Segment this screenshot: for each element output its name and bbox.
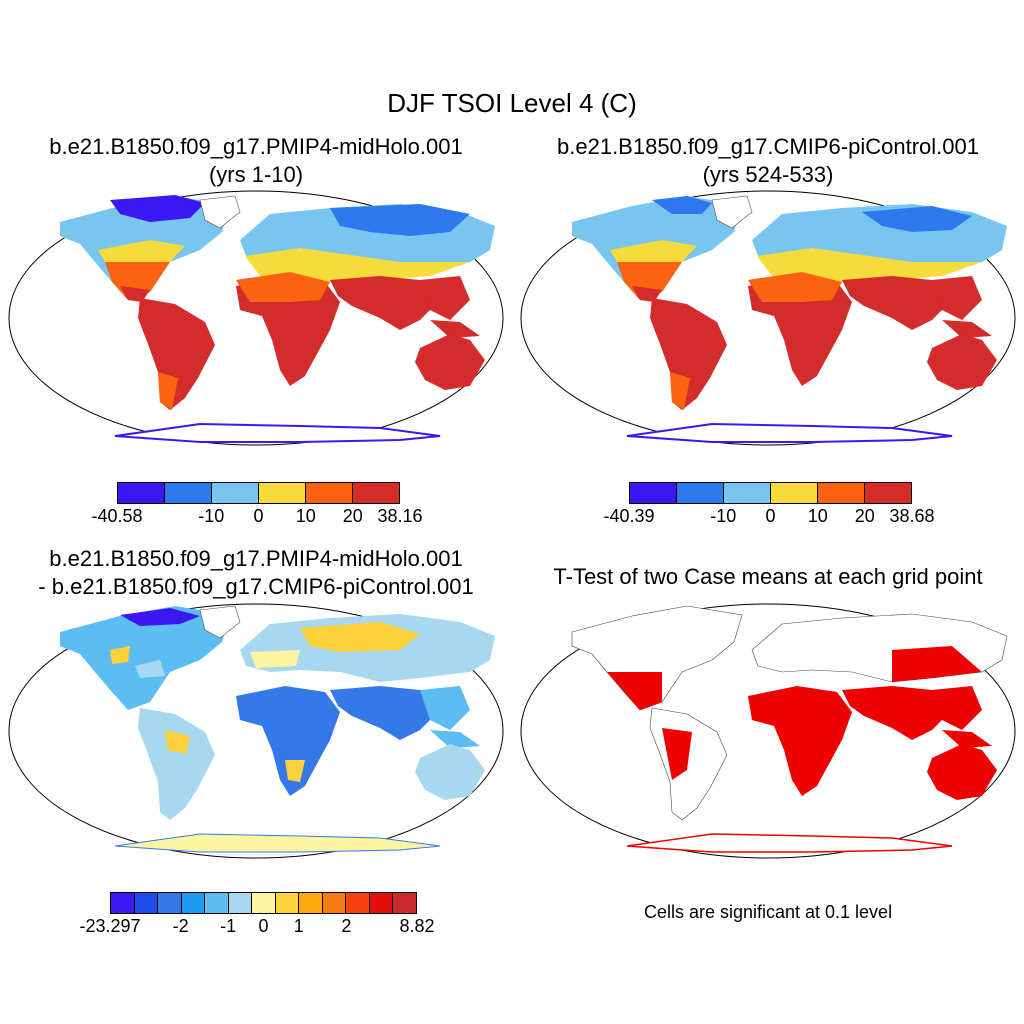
colorbar-tick-label: -40.58	[91, 506, 143, 526]
panel-subtitle-top-left: (yrs 1-10)	[208, 162, 304, 187]
colorbar-tick-label: -40.39	[603, 506, 655, 526]
colorbar-cell	[275, 893, 300, 913]
colorbar-cell	[306, 483, 353, 503]
colorbar-tick-label: 1	[293, 916, 304, 936]
panel-title-bottom-left: b.e21.B1850.f09_g17.PMIP4-midHolo.001	[49, 546, 463, 571]
figure-title: DJF TSOI Level 4 (C)	[387, 88, 637, 118]
significant-cells	[571, 605, 1008, 853]
significant-region	[842, 686, 952, 740]
colorbar-cell	[165, 483, 212, 503]
colorbar-cell	[299, 893, 323, 913]
significant-region	[942, 730, 992, 748]
colorbar-tick-label: 2	[341, 916, 352, 936]
colorbar-tick-label: 10	[807, 506, 828, 526]
panel-title-top-right: b.e21.B1850.f09_g17.CMIP6-piControl.001	[557, 134, 979, 159]
significant-region	[748, 686, 852, 796]
panel-subtitle-top-right: (yrs 524-533)	[702, 162, 834, 187]
land-top-right	[572, 195, 1007, 443]
significant-region	[927, 744, 997, 800]
land-bottom-left	[60, 605, 495, 853]
colorbar-tick-label: 38.16	[377, 506, 423, 526]
colorbar-cell	[393, 893, 416, 913]
significant-region	[662, 728, 692, 780]
colorbar-cell	[677, 483, 724, 503]
colorbar-cell	[158, 893, 182, 913]
colorbar-cell	[205, 893, 229, 913]
significance-caption: Cells are significant at 0.1 level	[643, 902, 893, 922]
significant-region	[932, 686, 982, 730]
colorbar-cell	[630, 483, 677, 503]
map-bottom-left	[8, 603, 504, 859]
colorbar-tick-label: 20	[342, 506, 363, 526]
colorbar-tick-label: -2	[172, 916, 189, 936]
colorbar-tick-label: -23.297	[79, 916, 141, 936]
colorbar-cell	[771, 483, 818, 503]
map-top-right	[520, 190, 1016, 446]
colorbar-tick-label: 10	[295, 506, 316, 526]
colorbar-cell	[322, 893, 347, 913]
significant-region	[607, 672, 662, 710]
map-top-left	[8, 190, 504, 446]
colorbar-tick-label: 38.68	[889, 506, 935, 526]
map-bottom-right	[520, 603, 1016, 859]
panel-title-bottom-right: T-Test of two Case means at each grid po…	[553, 564, 983, 589]
colorbar-tick-label: 0	[253, 506, 264, 526]
colorbar-cell	[181, 893, 206, 913]
colorbar-cell	[212, 483, 259, 503]
colorbar-tick-label: -1	[220, 916, 237, 936]
colorbar-cell	[111, 893, 135, 913]
colorbar-cell	[724, 483, 771, 503]
colorbar-cell	[818, 483, 865, 503]
colorbar-cell	[259, 483, 306, 503]
colorbar-cell	[353, 483, 399, 503]
colorbar-cell	[369, 893, 394, 913]
colorbar-top-right	[629, 482, 912, 504]
colorbar-cell	[346, 893, 370, 913]
colorbar-cell	[252, 893, 276, 913]
colorbar-cell	[865, 483, 911, 503]
significant-region	[892, 646, 982, 682]
panel-subtitle-bottom-left: - b.e21.B1850.f09_g17.CMIP6-piControl.00…	[38, 574, 474, 599]
colorbar-cell	[118, 483, 165, 503]
colorbar-tick-label: 20	[854, 506, 875, 526]
colorbar-tick-label: 8.82	[399, 916, 435, 936]
colorbar-tick-label: -10	[198, 506, 225, 526]
colorbar-tick-label: 0	[765, 506, 776, 526]
colorbar-tick-label: -10	[710, 506, 737, 526]
panel-title-top-left: b.e21.B1850.f09_g17.PMIP4-midHolo.001	[49, 134, 463, 159]
colorbar-tick-label: 0	[258, 916, 269, 936]
colorbar-top-left	[117, 482, 400, 504]
colorbar-bottom-left	[110, 892, 417, 914]
land-top-left	[60, 195, 495, 443]
colorbar-cell	[134, 893, 159, 913]
colorbar-cell	[228, 893, 253, 913]
